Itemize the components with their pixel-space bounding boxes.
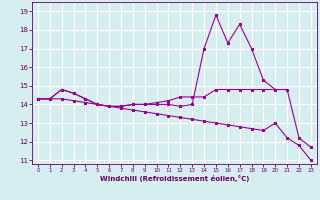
X-axis label: Windchill (Refroidissement éolien,°C): Windchill (Refroidissement éolien,°C) (100, 175, 249, 182)
